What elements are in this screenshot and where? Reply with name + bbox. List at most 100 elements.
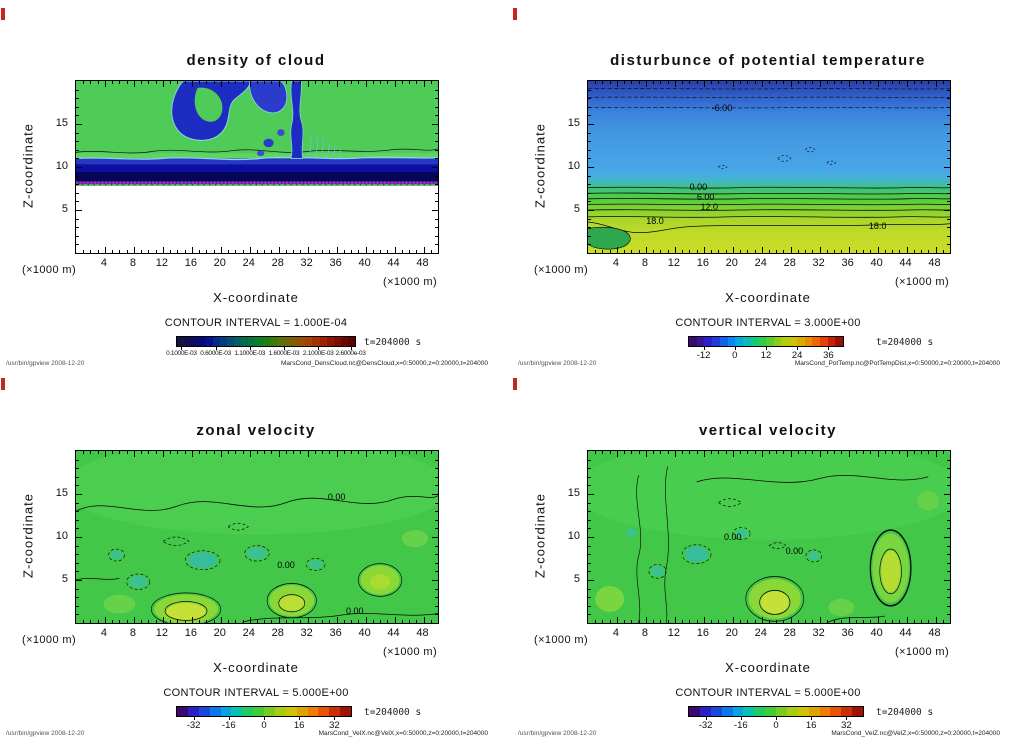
axis-tick (351, 250, 353, 253)
axis-tick (870, 620, 872, 623)
x-tick-label: 12 (155, 257, 168, 269)
x-tick-label: 24 (754, 627, 767, 639)
axis-tick (435, 115, 438, 117)
axis-tick (696, 620, 698, 623)
page-corner-mark (513, 378, 517, 390)
axis-tick (380, 620, 382, 623)
x-tick-labels: 4 8 12 16 20 24 28 32 36 40 44 48 (75, 627, 437, 641)
colorbar-segment (758, 337, 767, 346)
axis-tick (783, 451, 785, 454)
axis-tick (947, 562, 950, 564)
axis-tick (184, 451, 186, 454)
page-corner-mark (1, 8, 5, 20)
axis-tick (307, 81, 309, 87)
footer-command: /usr/bin/gpview 2008-12-20 (6, 360, 85, 367)
axis-tick (660, 451, 662, 454)
axis-tick (435, 614, 438, 616)
axis-tick (83, 620, 85, 623)
axis-tick (271, 250, 273, 253)
colorbar-segment (274, 707, 286, 716)
y-axis-units: (×1000 m) (22, 634, 77, 646)
axis-tick (329, 81, 331, 84)
axis-tick (285, 620, 287, 623)
x-axis-label: X-coordinate (213, 660, 299, 675)
axis-tick (947, 106, 950, 108)
axis-tick (76, 485, 79, 487)
colorbar-segment (226, 337, 234, 346)
zonal-velocity-field-svg (76, 451, 438, 623)
axis-tick (588, 537, 594, 538)
axis-tick (913, 451, 915, 454)
axis-tick (278, 451, 280, 457)
colorbar-segment (766, 337, 774, 346)
contour-interval-text: CONTOUR INTERVAL = 3.000E+00 (675, 317, 861, 329)
axis-tick (754, 250, 756, 253)
axis-tick (293, 250, 295, 253)
colorbar-segment (307, 707, 319, 716)
axis-tick (90, 250, 92, 253)
axis-tick (206, 451, 208, 454)
colorbar-segment (291, 337, 299, 346)
plot-footer: /usr/bin/gpview 2008-12-20 MarsCond_PotT… (518, 360, 1000, 367)
axis-tick (906, 81, 908, 87)
axis-tick (206, 620, 208, 623)
axis-tick (947, 485, 950, 487)
axis-tick (76, 115, 79, 117)
axis-tick (689, 620, 691, 623)
axis-tick (435, 192, 438, 194)
colorbar-tick (228, 717, 230, 720)
axis-tick (435, 476, 438, 478)
axis-tick (343, 250, 345, 253)
axis-tick (307, 617, 309, 623)
colorbar-segment (835, 337, 844, 346)
axis-tick (588, 98, 591, 100)
axis-tick (877, 451, 879, 457)
x-tick-label: 48 (416, 627, 429, 639)
colorbar-segment (841, 707, 853, 716)
axis-tick (848, 451, 850, 457)
axis-tick (653, 620, 655, 623)
x-tick-label: 20 (213, 257, 226, 269)
axis-tick (588, 158, 591, 160)
axis-tick (257, 620, 258, 623)
axis-tick (76, 588, 79, 590)
colorbar-segment (220, 707, 232, 716)
axis-tick (638, 451, 640, 454)
axis-tick (336, 247, 338, 253)
axis-tick (307, 451, 309, 457)
colorbar-segment (184, 337, 192, 346)
colorbar-tick-label: -16 (733, 720, 748, 731)
colorbar-segment (721, 707, 733, 716)
colorbar-tick (703, 347, 705, 350)
axis-tick (631, 620, 633, 623)
axis-tick (947, 141, 950, 143)
axis-tick (588, 175, 591, 177)
axis-tick (409, 620, 411, 623)
colorbar-tick (284, 347, 285, 350)
axis-tick (588, 167, 594, 168)
axis-tick (432, 580, 438, 581)
colorbar-gradient (688, 706, 864, 717)
axis-tick (76, 218, 79, 220)
axis-tick (264, 620, 266, 623)
colorbar-labels: 0.1000E-03 0.6000E-03 1.1000E-03 1.6000E-03… (166, 350, 366, 360)
axis-tick (358, 250, 360, 253)
axis-tick (435, 175, 438, 177)
plot-area: -6.00 0.00 6.00 12.0 18.0 18.0 (587, 80, 951, 254)
axis-tick (602, 250, 604, 253)
colorbar-segment (852, 707, 863, 716)
colorbar-tick-label: 0.6000E-03 (200, 350, 231, 357)
axis-tick (906, 451, 908, 457)
axis-tick (97, 250, 99, 253)
axis-tick (797, 620, 799, 623)
x-tick-label: 32 (300, 257, 313, 269)
axis-tick (177, 620, 179, 623)
x-tick-label: 36 (841, 627, 854, 639)
axis-tick (162, 247, 164, 253)
axis-tick (264, 451, 266, 454)
axis-tick (148, 81, 150, 84)
colorbar-segment (305, 337, 313, 346)
axis-tick (322, 620, 324, 623)
colorbar-segment (191, 337, 199, 346)
colorbar-segment (209, 707, 221, 716)
